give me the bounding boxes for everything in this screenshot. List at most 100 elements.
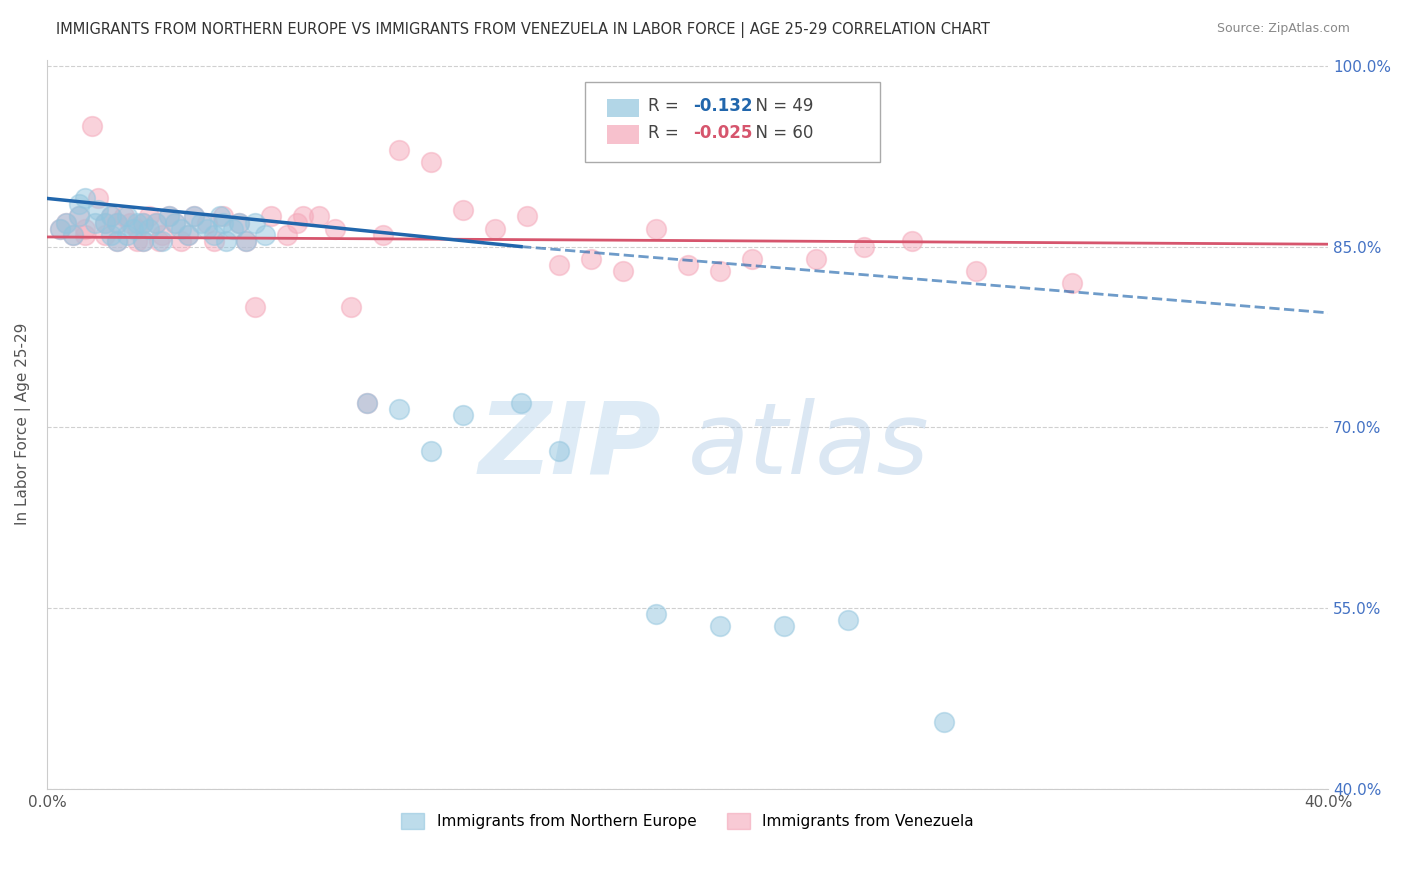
Point xyxy=(177,227,200,242)
Point xyxy=(100,210,122,224)
Point xyxy=(548,444,571,458)
Point xyxy=(62,227,84,242)
Point xyxy=(208,210,231,224)
Point xyxy=(741,252,763,266)
Point xyxy=(125,221,148,235)
Point xyxy=(138,221,160,235)
Point xyxy=(93,215,115,229)
Y-axis label: In Labor Force | Age 25-29: In Labor Force | Age 25-29 xyxy=(15,323,31,525)
Point xyxy=(148,234,170,248)
Point xyxy=(243,215,266,229)
Point xyxy=(202,227,225,242)
Point xyxy=(107,234,129,248)
Point xyxy=(122,221,145,235)
Point xyxy=(112,210,135,224)
Point xyxy=(1060,276,1083,290)
Point xyxy=(62,227,84,242)
Text: Source: ZipAtlas.com: Source: ZipAtlas.com xyxy=(1216,22,1350,36)
Point xyxy=(67,210,90,224)
Point xyxy=(170,221,193,235)
Point xyxy=(453,203,475,218)
Point xyxy=(100,210,122,224)
Text: ZIP: ZIP xyxy=(479,398,662,494)
Point xyxy=(709,619,731,633)
Point xyxy=(67,197,90,211)
FancyBboxPatch shape xyxy=(607,98,638,117)
Point xyxy=(852,239,875,253)
Point xyxy=(356,396,378,410)
Point xyxy=(138,210,160,224)
Point xyxy=(165,215,187,229)
Point xyxy=(75,191,97,205)
Point xyxy=(932,715,955,730)
Point xyxy=(75,227,97,242)
Point xyxy=(510,396,533,410)
Point xyxy=(93,215,115,229)
Point xyxy=(276,227,298,242)
Point xyxy=(195,221,218,235)
Point xyxy=(87,203,110,218)
Point xyxy=(215,234,238,248)
Point xyxy=(132,234,155,248)
Point xyxy=(323,221,346,235)
Point xyxy=(676,258,699,272)
Point xyxy=(125,215,148,229)
Point xyxy=(420,444,443,458)
Point xyxy=(644,221,666,235)
Point xyxy=(340,300,363,314)
Point xyxy=(388,143,411,157)
Point xyxy=(49,221,72,235)
Point xyxy=(55,215,77,229)
Point xyxy=(373,227,395,242)
Point xyxy=(644,607,666,621)
Point xyxy=(709,263,731,277)
Point xyxy=(837,613,859,627)
Text: R =: R = xyxy=(648,97,689,115)
Point xyxy=(900,234,922,248)
Text: atlas: atlas xyxy=(688,398,929,494)
Text: N = 60: N = 60 xyxy=(745,124,814,142)
Point xyxy=(453,408,475,422)
Point xyxy=(84,215,107,229)
Point xyxy=(150,227,173,242)
Point xyxy=(388,402,411,417)
Point xyxy=(243,300,266,314)
Point xyxy=(125,234,148,248)
Point xyxy=(235,234,257,248)
Point xyxy=(183,210,205,224)
Point xyxy=(87,191,110,205)
Point xyxy=(55,215,77,229)
Point xyxy=(145,215,167,229)
Text: N = 49: N = 49 xyxy=(745,97,814,115)
Point xyxy=(285,215,308,229)
Point xyxy=(67,210,90,224)
Point xyxy=(115,210,138,224)
Point xyxy=(292,210,315,224)
Point xyxy=(177,227,200,242)
Point xyxy=(308,210,330,224)
Point xyxy=(356,396,378,410)
Point xyxy=(120,215,142,229)
Point xyxy=(484,221,506,235)
Point xyxy=(804,252,827,266)
Text: IMMIGRANTS FROM NORTHERN EUROPE VS IMMIGRANTS FROM VENEZUELA IN LABOR FORCE | AG: IMMIGRANTS FROM NORTHERN EUROPE VS IMMIG… xyxy=(56,22,990,38)
Point xyxy=(228,215,250,229)
Point xyxy=(548,258,571,272)
Point xyxy=(107,234,129,248)
Point xyxy=(253,227,276,242)
Point xyxy=(235,234,257,248)
Point xyxy=(772,619,794,633)
Point xyxy=(170,234,193,248)
Point xyxy=(228,215,250,229)
Point xyxy=(420,155,443,169)
FancyBboxPatch shape xyxy=(585,82,880,162)
Point xyxy=(49,221,72,235)
Point xyxy=(107,215,129,229)
Point xyxy=(202,234,225,248)
Point xyxy=(100,227,122,242)
Text: -0.132: -0.132 xyxy=(693,97,752,115)
Point xyxy=(157,210,180,224)
Point xyxy=(612,263,634,277)
Point xyxy=(212,210,235,224)
Point xyxy=(75,221,97,235)
